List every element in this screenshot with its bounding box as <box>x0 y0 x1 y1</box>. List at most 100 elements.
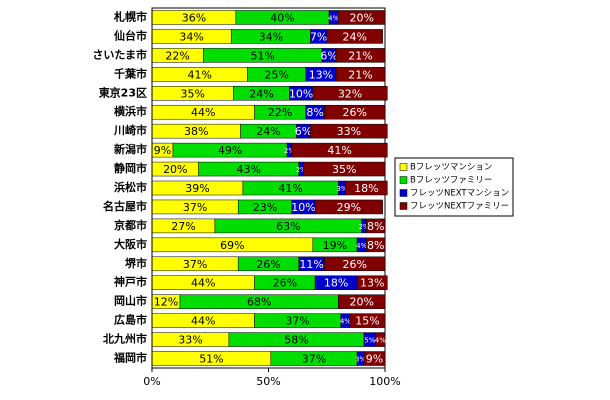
value-label: 23% <box>253 201 277 214</box>
value-label: 9% <box>366 353 383 366</box>
value-label: 40% <box>270 11 294 24</box>
value-label: 26% <box>273 277 297 290</box>
value-label: 8% <box>306 106 323 119</box>
value-label: 41% <box>188 68 212 81</box>
value-label: 36% <box>182 11 206 24</box>
bar-segment <box>312 86 388 101</box>
category-label: 大阪市 <box>114 237 147 251</box>
legend-swatch <box>399 163 408 171</box>
value-label: 44% <box>191 106 215 119</box>
bar-segment <box>310 123 388 139</box>
bar-segment <box>366 218 386 234</box>
value-label: 3% <box>336 185 347 193</box>
category-label: 広島市 <box>114 313 147 327</box>
value-label: 4% <box>356 242 367 250</box>
value-label: 41% <box>278 182 302 195</box>
value-label: 32% <box>338 87 362 100</box>
value-label: 34% <box>259 30 283 43</box>
value-label: 51% <box>199 353 223 366</box>
value-label: 3% <box>355 356 366 364</box>
value-label: 41% <box>327 144 351 157</box>
value-label: 20% <box>349 296 373 309</box>
bar-segment <box>338 294 386 309</box>
legend-box <box>394 157 514 217</box>
value-label: 21% <box>348 68 372 81</box>
value-label: 58% <box>284 334 308 347</box>
value-label: 51% <box>250 49 274 62</box>
category-label: 岡山市 <box>114 294 147 308</box>
value-label: 5% <box>364 337 375 345</box>
bar-segment <box>363 351 386 366</box>
value-label: 13% <box>309 68 333 81</box>
category-label: 神戸市 <box>114 275 147 289</box>
bar-segment <box>335 67 386 82</box>
bar-segment <box>324 104 386 120</box>
value-label: 10% <box>291 201 315 214</box>
bar-segment <box>314 199 383 215</box>
value-label: 33% <box>178 334 202 347</box>
value-label: 25% <box>264 68 288 81</box>
value-label: 24% <box>249 87 273 100</box>
legend-swatch <box>399 189 408 197</box>
legend-label: フレッツNEXTマンション <box>410 189 509 199</box>
value-label: 2% <box>358 223 369 231</box>
value-label: 24% <box>256 125 280 138</box>
bar-segment <box>324 256 386 272</box>
value-label: 6% <box>320 49 337 62</box>
x-tick-label: 0% <box>143 375 160 388</box>
value-label: 11% <box>299 258 323 271</box>
value-label: 2% <box>296 166 307 174</box>
value-label: 29% <box>337 201 361 214</box>
category-label: 名古屋市 <box>103 199 147 213</box>
value-label: 15% <box>355 315 379 328</box>
category-label: 新潟市 <box>114 142 147 156</box>
value-label: 22% <box>268 106 292 119</box>
category-label: 浜松市 <box>114 180 147 194</box>
category-label: 静岡市 <box>114 161 147 175</box>
bar-segment <box>303 161 386 177</box>
value-label: 4% <box>340 318 351 326</box>
legend-label: フレッツNEXTファミリー <box>410 202 509 212</box>
value-label: 43% <box>236 163 260 176</box>
bar-segment <box>291 142 388 158</box>
value-label: 69% <box>220 239 244 252</box>
value-label: 38% <box>184 125 208 138</box>
value-label: 9% <box>154 144 171 157</box>
bar-segment <box>375 332 386 347</box>
value-label: 22% <box>165 49 189 62</box>
value-label: 63% <box>276 220 300 233</box>
x-tick-label: 100% <box>369 375 400 388</box>
bar-segment <box>335 48 386 63</box>
category-label: 千葉市 <box>114 66 147 80</box>
value-label: 44% <box>191 277 215 290</box>
category-label: 東京23区 <box>99 85 147 99</box>
category-label: 札幌市 <box>113 9 147 23</box>
value-label: 24% <box>342 30 366 43</box>
value-label: 33% <box>337 125 361 138</box>
value-label: 27% <box>171 220 195 233</box>
category-label: 北九州市 <box>103 332 147 346</box>
value-label: 8% <box>367 239 384 252</box>
category-label: 川崎市 <box>113 123 147 137</box>
value-label: 4% <box>375 337 386 345</box>
value-label: 37% <box>302 353 326 366</box>
category-label: 福岡市 <box>113 351 147 365</box>
value-label: 18% <box>354 182 378 195</box>
legend-swatch <box>399 176 408 184</box>
value-label: 13% <box>360 277 384 290</box>
value-label: 12% <box>154 296 178 309</box>
bar-segment <box>356 275 388 290</box>
value-label: 26% <box>342 258 366 271</box>
value-label: 37% <box>285 315 309 328</box>
bar-segment <box>338 10 386 25</box>
value-label: 4% <box>328 14 339 22</box>
value-label: 49% <box>218 144 242 157</box>
value-label: 39% <box>185 182 209 195</box>
bar-segment <box>345 180 388 196</box>
value-label: 2% <box>284 147 295 155</box>
category-label: 堺市 <box>125 256 147 270</box>
value-label: 26% <box>256 258 280 271</box>
value-label: 7% <box>310 30 327 43</box>
bar-segment <box>366 237 386 253</box>
